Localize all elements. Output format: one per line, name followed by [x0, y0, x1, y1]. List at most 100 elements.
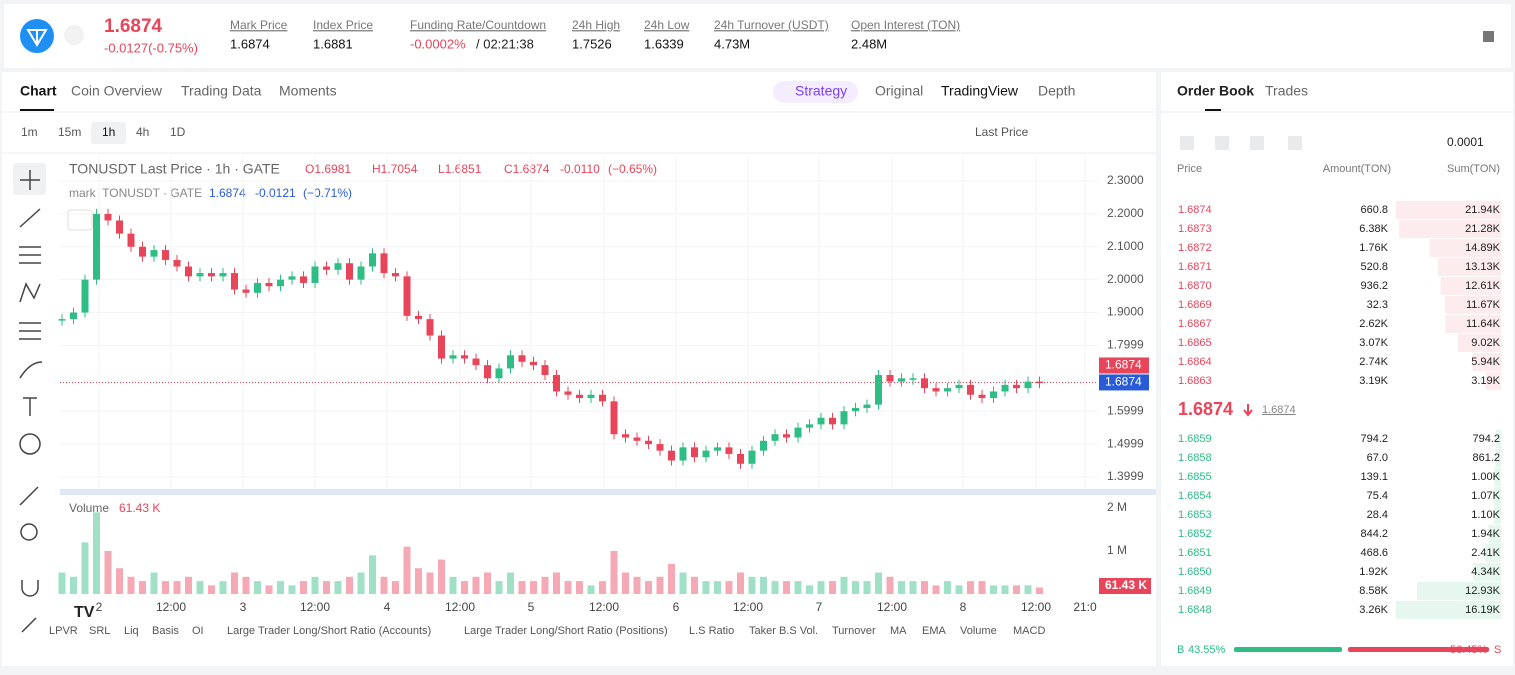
- volume-bar: [610, 551, 618, 594]
- indicator[interactable]: OI: [192, 625, 204, 637]
- precision[interactable]: 0.0001: [1447, 135, 1484, 149]
- chart-tab[interactable]: Coin Overview: [71, 83, 163, 99]
- stat-label: Index Price: [313, 18, 373, 32]
- volume-bar: [656, 576, 664, 594]
- candle: [921, 378, 928, 389]
- volume-bar: [990, 585, 997, 594]
- candle: [254, 282, 261, 293]
- chart-tab[interactable]: Chart: [20, 83, 57, 99]
- volume-bar: [679, 572, 687, 594]
- indicator[interactable]: Liq: [124, 625, 139, 637]
- candle: [909, 378, 917, 380]
- ob-layout-icon[interactable]: [1180, 136, 1194, 150]
- ob-tab[interactable]: Trades: [1265, 83, 1308, 99]
- ob-amount: 2.74K: [1359, 356, 1388, 368]
- x-tick-label: 12:00: [300, 600, 330, 614]
- ob-layout-icon[interactable]: [1215, 136, 1229, 150]
- indicator[interactable]: Large Trader Long/Short Ratio (Accounts): [227, 625, 431, 637]
- ob-layout-icon[interactable]: [1288, 136, 1302, 150]
- volume-bar: [702, 581, 710, 594]
- view-tab[interactable]: Original: [875, 83, 923, 99]
- y-tick-label: 1.7999: [1107, 338, 1144, 352]
- ob-tab[interactable]: Order Book: [1177, 83, 1254, 99]
- ob-amount: 139.1: [1360, 471, 1388, 483]
- ob-price: 1.6849: [1178, 585, 1212, 597]
- interval[interactable]: 1h: [102, 125, 115, 139]
- order-book-panel: [1161, 72, 1513, 666]
- candle: [472, 358, 480, 366]
- indicator[interactable]: Large Trader Long/Short Ratio (Positions…: [464, 625, 668, 637]
- mid-price: 1.6874: [1178, 399, 1233, 419]
- candle: [771, 434, 779, 441]
- candle: [530, 361, 537, 366]
- depth-bar: [1396, 601, 1501, 619]
- view-tab[interactable]: Strategy: [795, 83, 847, 99]
- candle: [610, 401, 618, 435]
- candle: [265, 282, 273, 287]
- candle: [300, 276, 307, 283]
- price-source[interactable]: Last Price: [975, 125, 1029, 139]
- candle: [564, 391, 572, 395]
- ob-sum: 794.2: [1472, 433, 1500, 445]
- view-tab[interactable]: TradingView: [941, 83, 1019, 99]
- legend-mark: 1.6874: [209, 186, 246, 200]
- volume-bar: [219, 581, 227, 594]
- legend-mark: (−0.71%): [303, 186, 352, 200]
- volume-tag-label: 61.43 K: [1105, 578, 1147, 592]
- indicator[interactable]: Taker B.S Vol.: [749, 625, 818, 637]
- candle: [196, 273, 204, 277]
- indicator[interactable]: Basis: [152, 625, 179, 637]
- y-tick-label: 1.9000: [1107, 305, 1144, 319]
- volume-bar: [334, 581, 342, 594]
- volume-bar: [967, 581, 974, 594]
- menu-icon[interactable]: [1483, 31, 1494, 42]
- indicator[interactable]: L.S Ratio: [689, 625, 734, 637]
- depth-bar: [1472, 563, 1501, 581]
- x-tick-label: 8: [960, 600, 967, 614]
- indicator[interactable]: MA: [890, 625, 907, 637]
- interval[interactable]: 4h: [136, 125, 149, 139]
- x-tick-label: 12:00: [1021, 600, 1051, 614]
- favorite[interactable]: [64, 25, 84, 45]
- indicator[interactable]: Turnover: [832, 625, 876, 637]
- ob-layout-icon[interactable]: [1250, 136, 1264, 150]
- interval[interactable]: 1m: [21, 125, 38, 139]
- ob-amount: 936.2: [1360, 280, 1388, 292]
- chart-tab[interactable]: Trading Data: [181, 83, 262, 99]
- view-tab[interactable]: Depth: [1038, 83, 1075, 99]
- volume-bar: [185, 576, 192, 594]
- ob-amount: 660.8: [1360, 204, 1388, 216]
- chart-tab[interactable]: Moments: [279, 83, 337, 99]
- stat-label: 24h High: [572, 18, 620, 32]
- indicator[interactable]: SRL: [89, 625, 110, 637]
- volume-bar: [771, 581, 779, 594]
- depth-bar: [1495, 430, 1501, 448]
- indicator[interactable]: Volume: [960, 625, 997, 637]
- strategy-pill[interactable]: [773, 81, 858, 103]
- volume-bar: [622, 572, 629, 594]
- interval[interactable]: 15m: [58, 125, 81, 139]
- legend-title: TONUSDT Last Price · 1h · GATE: [69, 161, 280, 177]
- volume-bar: [288, 585, 296, 594]
- candle: [576, 394, 583, 399]
- depth-bar: [1445, 296, 1501, 314]
- indicator[interactable]: MACD: [1013, 625, 1045, 637]
- legend-ohlc: C1.6874: [504, 162, 550, 176]
- volume-bar: [955, 585, 963, 594]
- collapse-button[interactable]: [67, 209, 93, 231]
- volume-bar: [449, 576, 457, 594]
- candle: [633, 437, 641, 441]
- indicator[interactable]: EMA: [922, 625, 947, 637]
- ob-sum: 11.64K: [1466, 318, 1501, 330]
- sell-label: S: [1494, 644, 1501, 656]
- ob-amount: 520.8: [1360, 261, 1388, 273]
- indicator[interactable]: LPVR: [49, 625, 78, 637]
- candle: [553, 375, 560, 392]
- candle: [967, 384, 974, 395]
- volume-bar: [116, 568, 123, 594]
- volume-bar: [380, 576, 388, 594]
- candle: [346, 263, 353, 280]
- candle: [461, 355, 468, 359]
- interval[interactable]: 1D: [170, 125, 186, 139]
- volume-bar: [426, 572, 434, 594]
